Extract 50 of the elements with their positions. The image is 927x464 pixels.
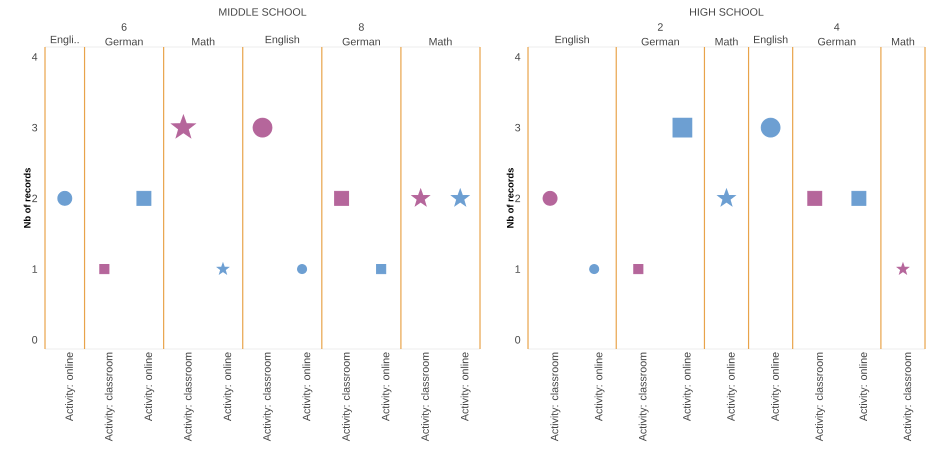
x-tick-label: Activity: online bbox=[682, 352, 693, 422]
x-tick-label: Activity: classroom bbox=[104, 352, 115, 442]
x-tick-label: Activity: online bbox=[144, 352, 154, 422]
y-axis-title: Nb of records bbox=[24, 168, 31, 228]
text: 4 bbox=[834, 23, 840, 31]
chart-title: English bbox=[556, 35, 589, 46]
x-tick-label: Activity: classroom bbox=[184, 352, 194, 442]
x-tick-label: Activity: online bbox=[726, 352, 737, 422]
x-tick-label: Activity: classroom bbox=[903, 352, 914, 442]
y-tick-label: 2 bbox=[32, 194, 38, 202]
text: 6 bbox=[122, 23, 127, 31]
x-tick-label: Activity: classroom bbox=[421, 352, 431, 442]
text: MIDDLE SCHOOL bbox=[219, 8, 306, 16]
x-tick-label: Activity: classroom bbox=[815, 352, 826, 442]
chart-title: Engli.. bbox=[50, 35, 79, 46]
x-tick-label: Activity: online bbox=[381, 352, 392, 422]
y-axis-title: Nb of records bbox=[506, 168, 514, 228]
chart-title: English bbox=[266, 35, 300, 46]
y-tick-label: 1 bbox=[516, 265, 520, 273]
text: HIGH SCHOOL bbox=[690, 8, 764, 16]
y-tick-label: 0 bbox=[32, 336, 38, 344]
chart-title: German bbox=[642, 38, 679, 46]
y-tick-label: 3 bbox=[515, 124, 520, 132]
chart-title: German bbox=[818, 38, 856, 46]
x-tick-label: Activity: online bbox=[223, 352, 234, 422]
x-tick-label: Activity: classroom bbox=[342, 352, 352, 442]
chart-title: Math bbox=[716, 38, 738, 46]
chart-title: English bbox=[754, 35, 788, 46]
x-tick-label: Activity: classroom bbox=[550, 352, 560, 442]
chart-title: Math bbox=[429, 38, 452, 46]
chart-title: German bbox=[342, 38, 380, 46]
y-tick-label: 2 bbox=[515, 194, 520, 202]
x-tick-label: Activity: online bbox=[594, 352, 604, 422]
x-tick-label: Activity: online bbox=[460, 352, 471, 422]
chart-title: German bbox=[105, 38, 143, 46]
y-tick-label: 1 bbox=[32, 265, 38, 273]
x-tick-label: Activity: online bbox=[859, 352, 870, 422]
x-tick-label: Activity: classroom bbox=[638, 352, 649, 442]
chart-title: Math bbox=[892, 38, 914, 46]
x-tick-label: Activity: classroom bbox=[262, 352, 273, 442]
y-tick-label: 3 bbox=[32, 124, 38, 132]
x-tick-label: Activity: online bbox=[302, 352, 312, 422]
y-tick-label: 4 bbox=[514, 53, 520, 61]
text: 2 bbox=[658, 23, 663, 31]
chart-title: Math bbox=[192, 38, 214, 46]
x-tick-label: Activity: online bbox=[65, 352, 76, 422]
x-tick-label: Activity: online bbox=[770, 352, 781, 422]
y-tick-label: 4 bbox=[32, 53, 38, 61]
text: 8 bbox=[358, 23, 364, 31]
y-tick-label: 0 bbox=[515, 336, 520, 344]
